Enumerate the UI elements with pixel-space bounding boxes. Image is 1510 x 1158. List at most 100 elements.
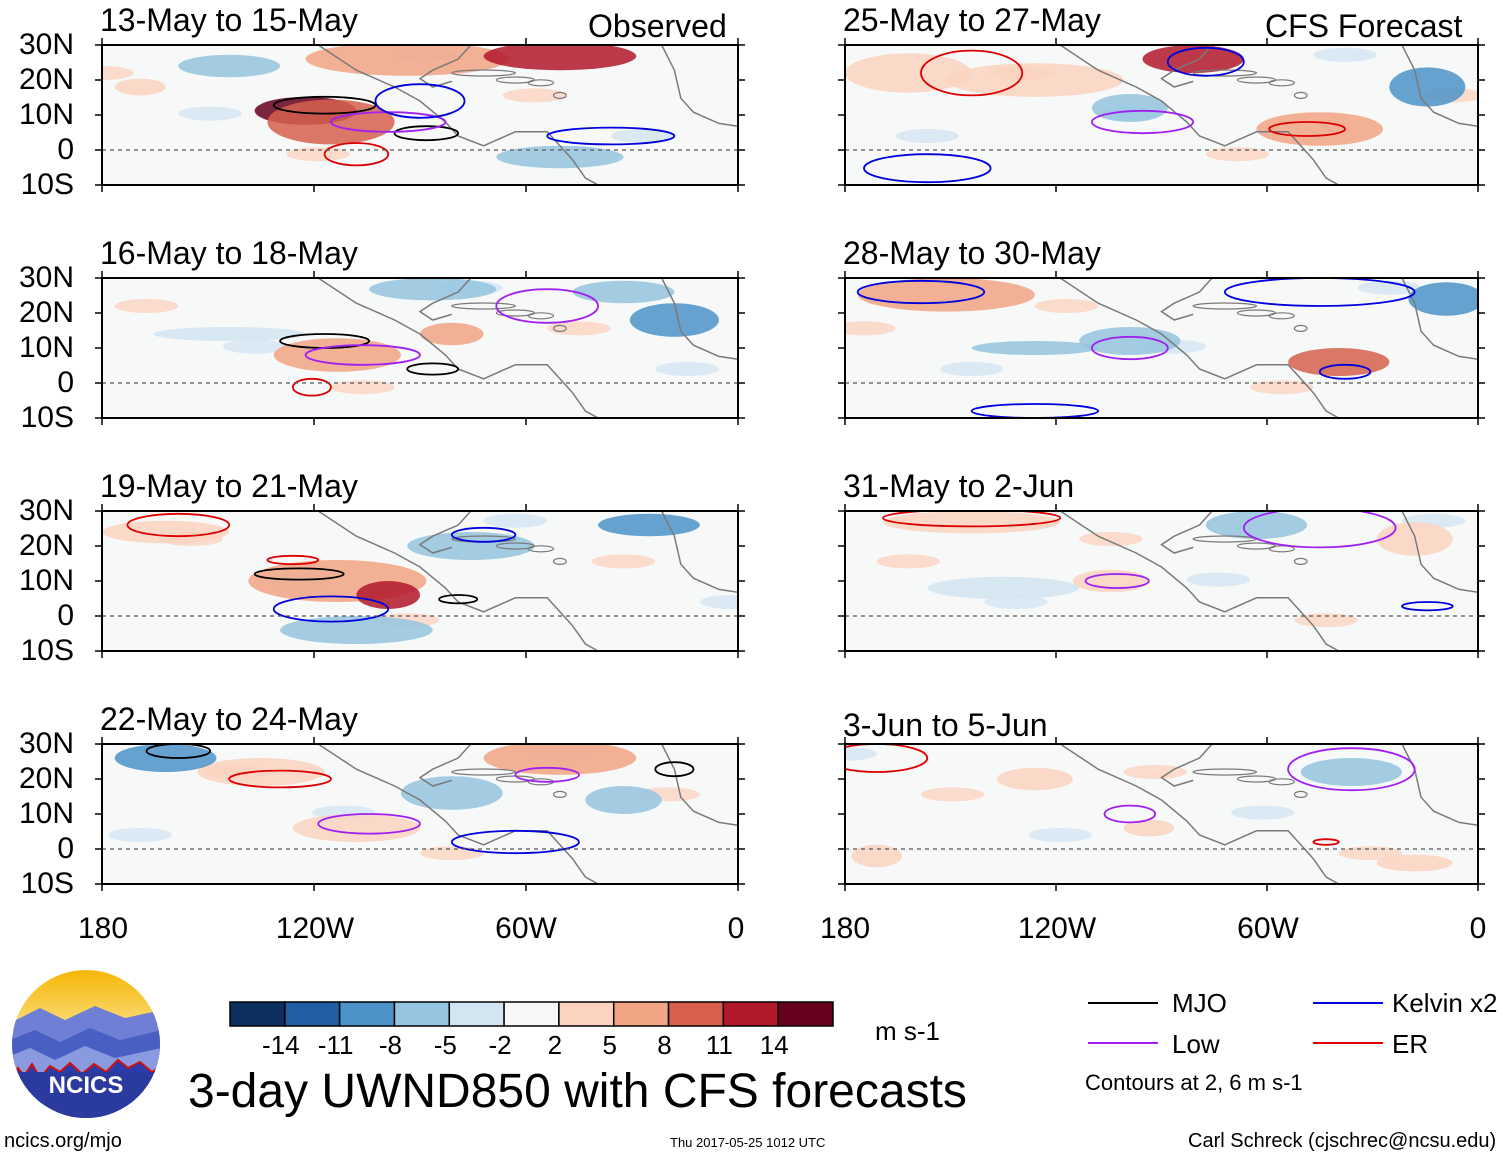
contour-line [1268, 121, 1346, 137]
contour-line [1090, 109, 1195, 135]
panel-title-4: 22-May to 24-May [100, 701, 358, 737]
island [1293, 324, 1308, 332]
shading-blob [496, 145, 624, 169]
colorbar-tick-label: -8 [378, 1030, 403, 1060]
panel-title-6: 28-May to 30-May [843, 235, 1101, 271]
lat-label: 0 [57, 366, 74, 399]
legend-note: Contours at 2, 6 m s-1 [1085, 1070, 1303, 1095]
legend-label-er: ER [1392, 1029, 1429, 1059]
lat-label: 10N [18, 331, 74, 364]
colorbar-segment [229, 1001, 286, 1027]
contour-line [450, 526, 517, 543]
map-panel-7 [838, 504, 1485, 658]
colorbar-tick-label: 11 [705, 1030, 733, 1060]
contour-line [1223, 278, 1416, 307]
colorbar-segment [448, 1001, 505, 1027]
contour-line [126, 512, 231, 538]
shading-blob [1408, 282, 1478, 316]
lat-label: 20N [18, 529, 74, 562]
contour-line [393, 125, 460, 142]
shading-blob [102, 520, 230, 544]
lat-label: 30N [18, 727, 74, 760]
shading-blob [420, 322, 484, 346]
colorbar-tick-label: -5 [433, 1030, 457, 1060]
contour-line [406, 362, 460, 376]
shading-blob [222, 339, 287, 354]
map-panels [95, 38, 1485, 891]
shading-blob [585, 786, 662, 814]
lat-label: 30N [18, 494, 74, 527]
panel-title-3: 19-May to 21-May [100, 468, 358, 504]
map-panel-2 [95, 271, 745, 425]
shading-blob [610, 129, 675, 143]
footer-timestamp: Thu 2017-05-25 1012 UTC [670, 1135, 826, 1150]
shading-blob [845, 321, 896, 336]
island [1293, 91, 1308, 100]
shading-blob [971, 341, 1099, 355]
contour-line [1242, 511, 1397, 549]
shading-blob [1028, 828, 1092, 842]
shading-blob [845, 53, 972, 93]
island [1268, 778, 1296, 786]
contour-line [495, 288, 599, 324]
colorbar-segment [777, 1001, 834, 1027]
island [1268, 545, 1296, 553]
coastline [661, 744, 738, 826]
island [1268, 79, 1296, 87]
logo-text: NCICS [49, 1072, 124, 1099]
shading-blob [502, 88, 567, 103]
panel-title-7: 31-May to 2-Jun [843, 468, 1075, 504]
colorbar-segment [503, 1001, 560, 1027]
colorbar-segment [722, 1001, 779, 1027]
island [552, 790, 567, 799]
shading-blob [591, 554, 656, 569]
colorbar-segment [667, 1001, 725, 1027]
contour-line [1166, 46, 1245, 77]
shading-blob [996, 767, 1073, 791]
shading-blob [1123, 819, 1175, 837]
coastline [661, 278, 738, 360]
lat-label: 10N [18, 564, 74, 597]
contour-line [970, 403, 1100, 418]
shading-blob [1186, 572, 1251, 587]
island [451, 768, 517, 776]
island [1293, 790, 1308, 799]
coastline [1160, 511, 1213, 554]
main-title: 3-day UWND850 with CFS forecasts [188, 1065, 967, 1118]
contour-line [882, 511, 1062, 528]
contour-line [323, 142, 390, 167]
contour-line [1090, 335, 1169, 361]
footer-url: ncics.org/mjo [4, 1130, 122, 1152]
island [1192, 768, 1258, 776]
contour-line [1312, 838, 1340, 846]
lon-label-120w-right: 120W [1017, 912, 1097, 945]
lat-label: 0 [57, 832, 74, 865]
shading-blob [292, 814, 420, 842]
colorbar-tick-label: 14 [759, 1030, 789, 1060]
coastline [1059, 744, 1340, 884]
lat-label: 0 [57, 133, 74, 166]
shading-blob [178, 54, 281, 78]
map-panel-1 [95, 38, 745, 192]
island [1192, 302, 1258, 310]
island [527, 312, 555, 320]
footer-author: Carl Schreck (cjschrec@ncsu.edu) [1188, 1130, 1497, 1152]
island [1293, 557, 1308, 566]
shading-blob [280, 616, 433, 644]
shading-blob [655, 362, 719, 376]
colorbar-tick-label: 8 [657, 1030, 672, 1060]
lat-label: 10S [20, 634, 74, 667]
shading-blob [114, 78, 166, 96]
map-panel-3 [95, 504, 745, 658]
legend-lines [1088, 1002, 1383, 1044]
shading-blob [1072, 569, 1149, 593]
colorbar-tick-label: -14 [262, 1030, 300, 1060]
shading-blob [882, 511, 1061, 534]
shading-blob [845, 746, 877, 761]
shading-blob [152, 327, 306, 341]
coastline [418, 744, 472, 787]
shading-blob [1142, 45, 1244, 73]
colorbar-segment [558, 1001, 615, 1027]
island [552, 324, 567, 332]
contour-line [253, 567, 345, 581]
